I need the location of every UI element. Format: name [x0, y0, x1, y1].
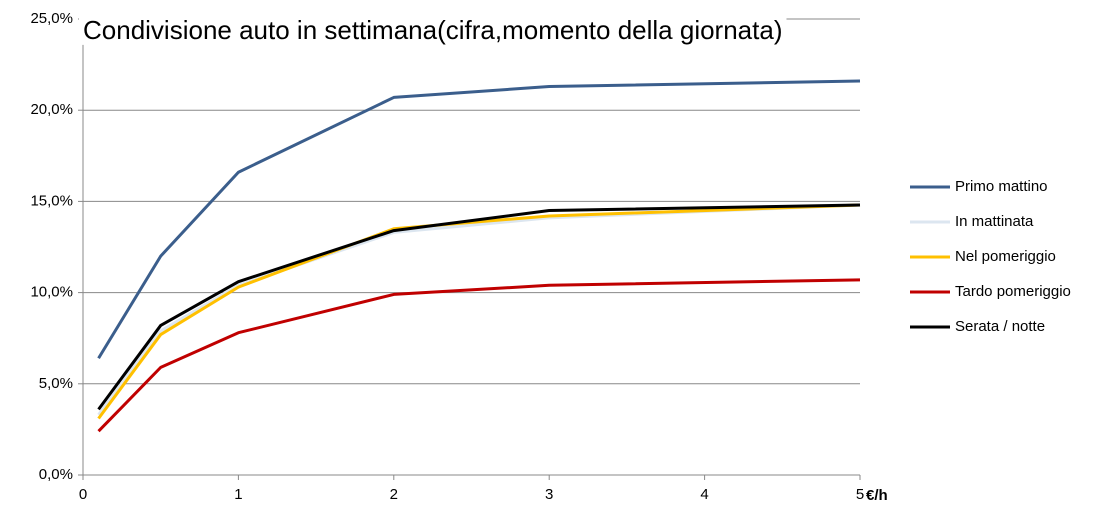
- chart-title: Condivisione auto in settimana(cifra,mom…: [83, 15, 782, 45]
- series-line: [97, 278, 861, 433]
- y-tick-label: 20,0%: [30, 101, 73, 118]
- y-tick-label: 25,0%: [30, 10, 73, 27]
- series-line: [97, 203, 861, 420]
- x-tick-label: 3: [545, 486, 553, 503]
- series-line: [97, 79, 861, 360]
- legend-label: Tardo pomeriggio: [955, 283, 1071, 300]
- y-tick-label: 0,0%: [39, 466, 73, 483]
- y-tick-label: 15,0%: [30, 192, 73, 209]
- y-tick-label: 10,0%: [30, 284, 73, 301]
- plot: [78, 14, 861, 480]
- x-tick-label: 5: [856, 486, 864, 503]
- series-line: [97, 203, 861, 411]
- legend-label: Primo mattino: [955, 178, 1048, 195]
- x-axis-label: €/h: [866, 487, 888, 504]
- x-tick-label: 2: [390, 486, 398, 503]
- legend-label: Nel pomeriggio: [955, 248, 1056, 265]
- x-tick-label: 0: [79, 486, 87, 503]
- legend-label: Serata / notte: [955, 318, 1045, 335]
- x-tick-label: 1: [234, 486, 242, 503]
- legend-label: In mattinata: [955, 213, 1034, 230]
- y-tick-label: 5,0%: [39, 375, 73, 392]
- x-tick-label: 4: [700, 486, 708, 503]
- title-background: [79, 14, 787, 45]
